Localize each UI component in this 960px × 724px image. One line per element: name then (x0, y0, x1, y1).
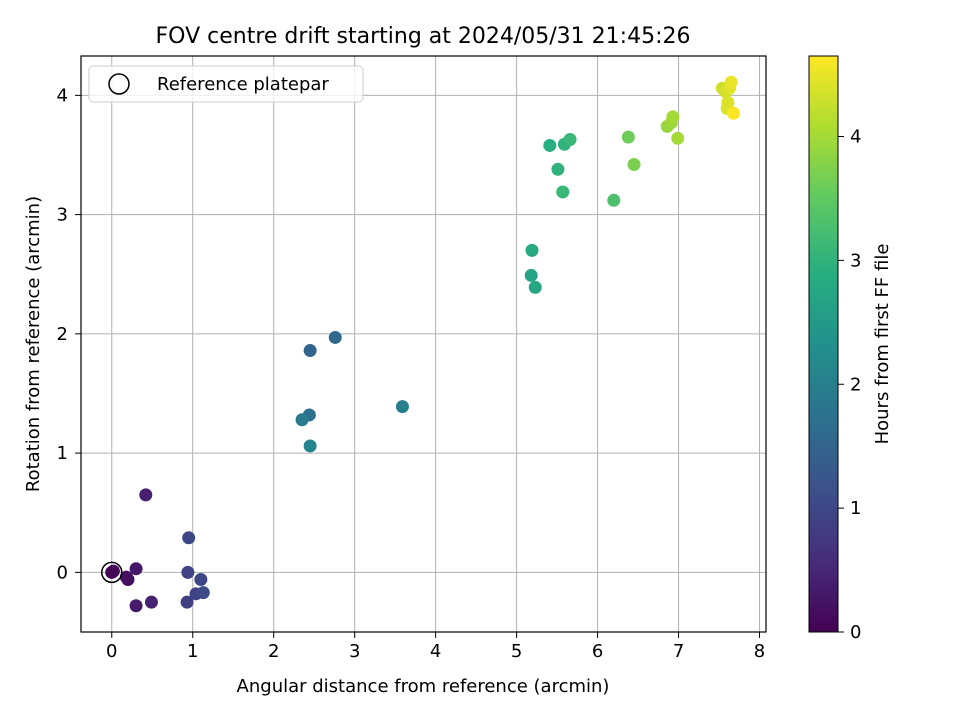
data-point (621, 130, 635, 144)
data-point (551, 162, 565, 176)
plot-frame (80, 55, 767, 633)
x-tick-label: 3 (349, 641, 360, 662)
axis-ticks: 0 1 2 3 4 5 6 7 8 0 1 2 3 4 (57, 85, 766, 662)
data-points (101, 75, 741, 613)
legend-marker (108, 73, 130, 95)
data-point (119, 570, 133, 584)
colorbar-ticks: 0 1 2 3 4 (838, 127, 861, 643)
x-tick-label: 8 (754, 641, 765, 662)
legend-label: Reference platepar (157, 74, 329, 95)
x-tick-label: 5 (511, 641, 522, 662)
y-tick-label: 3 (57, 205, 68, 226)
chart-title: FOV centre drift starting at 2024/05/31 … (156, 24, 691, 49)
data-point (525, 243, 539, 257)
data-point (556, 185, 570, 199)
data-point (295, 413, 309, 427)
data-point (607, 193, 621, 207)
data-point (303, 344, 317, 358)
colorbar-tick-label: 0 (850, 622, 861, 643)
data-point (181, 565, 195, 579)
data-point (129, 562, 143, 576)
colorbar-tick-label: 1 (850, 498, 861, 519)
legend-box (88, 65, 364, 103)
data-point (303, 439, 317, 453)
y-tick-label: 1 (57, 443, 68, 464)
y-tick-label: 0 (57, 562, 68, 583)
data-point (524, 268, 538, 282)
data-point (180, 595, 194, 609)
y-tick-label: 4 (57, 85, 68, 106)
y-axis-label: Rotation from reference (arcmin) (23, 196, 44, 492)
x-axis-label: Angular distance from reference (arcmin) (237, 676, 610, 697)
data-point (328, 330, 342, 344)
grid-lines (81, 56, 766, 632)
reference-marker (101, 561, 123, 584)
data-point (724, 75, 738, 89)
colorbar-label: Hours from first FF file (872, 244, 893, 445)
colorbar: 0 1 2 3 4 Hours from first FF file (808, 55, 893, 643)
data-point (395, 400, 409, 414)
x-tick-label: 7 (673, 641, 684, 662)
data-point (543, 138, 557, 152)
data-point (666, 110, 680, 124)
data-point (194, 573, 208, 587)
colorbar-tick-label: 4 (850, 127, 861, 148)
data-point (182, 531, 196, 545)
data-point (671, 131, 685, 145)
data-point (106, 564, 120, 578)
legend: Reference platepar (88, 65, 364, 103)
data-point (727, 106, 741, 120)
data-point (139, 488, 153, 502)
data-point (563, 132, 577, 146)
x-tick-label: 4 (430, 641, 441, 662)
y-tick-label: 2 (57, 324, 68, 345)
colorbar-gradient (808, 55, 839, 633)
colorbar-tick-label: 3 (850, 250, 861, 271)
x-tick-label: 0 (106, 641, 117, 662)
data-point (627, 158, 641, 172)
x-tick-label: 6 (592, 641, 603, 662)
data-point (144, 595, 158, 609)
data-point (129, 599, 143, 613)
x-tick-label: 2 (268, 641, 279, 662)
data-point (196, 586, 210, 600)
x-tick-label: 1 (187, 641, 198, 662)
data-point (528, 280, 542, 294)
colorbar-tick-label: 2 (850, 374, 861, 395)
